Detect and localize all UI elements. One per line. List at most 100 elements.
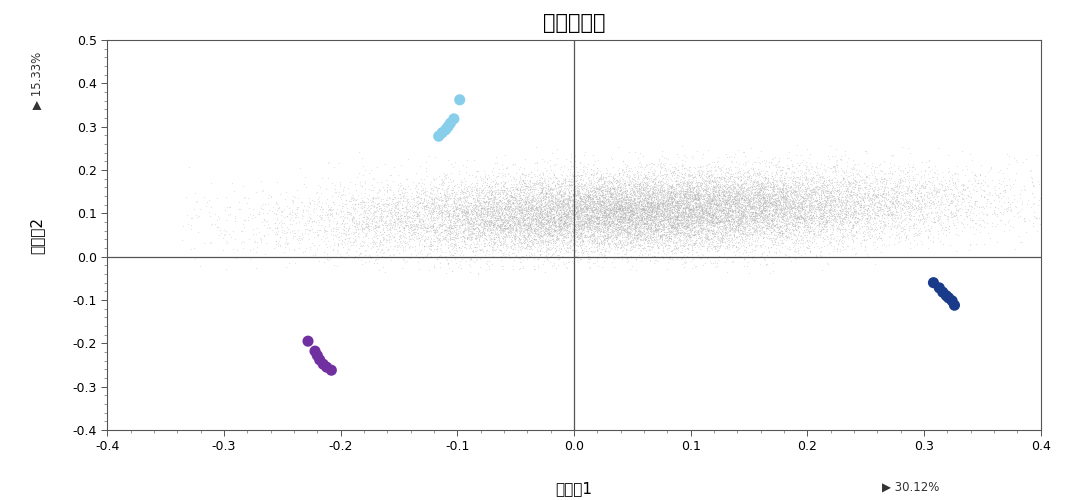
Point [709,230,726,237]
Point [429,245,446,253]
Point [785,211,803,219]
Point [665,167,682,175]
Point [793,168,810,175]
Point [571,198,588,205]
Point [572,179,589,187]
Point [607,206,624,214]
Point [495,224,512,232]
Point [500,214,517,222]
Point [680,224,697,232]
Point [554,188,571,196]
Point [785,222,803,230]
Point [562,222,579,230]
Point [719,196,736,203]
Point [759,202,776,209]
Point [778,214,795,222]
Point [974,216,991,224]
Point [929,144,946,152]
Point [699,196,716,204]
Point [622,200,640,208]
Point [616,220,633,228]
Point [393,216,410,224]
Point [832,218,849,226]
Point [611,216,628,224]
Point [687,195,704,203]
Point [484,208,501,216]
Point [534,184,552,192]
Point [667,188,685,196]
Point [533,184,550,192]
Point [890,185,907,193]
Point [666,168,684,176]
Point [424,241,441,249]
Point [552,187,569,195]
Point [736,222,753,230]
Point [372,215,389,223]
Point [452,206,469,214]
Point [668,204,686,212]
Point [607,213,624,221]
Point [599,226,616,234]
Point [901,149,918,157]
Point [827,218,844,226]
Point [733,195,750,203]
Point [519,202,536,210]
Point [734,211,751,219]
Point [674,242,691,250]
Point [824,178,841,186]
Point [795,206,812,214]
Point [664,195,681,203]
Point [835,168,852,176]
Point [694,193,711,201]
Point [493,214,510,222]
Point [633,250,650,258]
Point [585,217,602,225]
Point [701,177,718,185]
Point [734,174,751,182]
Point [672,248,689,256]
Point [679,208,696,216]
Point [623,178,641,186]
Point [681,215,699,223]
Point [828,182,846,190]
Point [417,226,435,234]
Point [685,201,702,209]
Point [576,206,593,214]
Point [712,236,730,244]
Point [792,200,809,207]
Point [659,210,676,218]
Point [890,230,907,238]
Point [651,218,668,226]
Point [675,208,692,216]
Point [858,178,876,186]
Point [527,202,544,210]
Point [255,221,273,229]
Point [624,200,642,207]
Point [613,204,630,212]
Point [509,184,526,192]
Point [737,204,754,212]
Point [351,220,368,228]
Point [878,180,895,188]
Point [864,226,881,234]
Point [788,172,805,180]
Point [886,202,903,210]
Point [604,214,621,222]
Point [572,210,589,218]
Point [567,220,584,228]
Point [540,216,557,224]
Point [882,198,899,206]
Point [691,180,708,188]
Point [497,186,514,194]
Point [586,200,603,207]
Point [659,215,676,223]
Point [913,197,930,205]
Point [253,218,270,226]
Point [779,233,796,241]
Point [516,211,533,219]
Point [409,188,426,196]
Point [666,222,684,230]
Point [886,214,903,222]
Point [732,204,749,212]
Point [409,220,426,228]
